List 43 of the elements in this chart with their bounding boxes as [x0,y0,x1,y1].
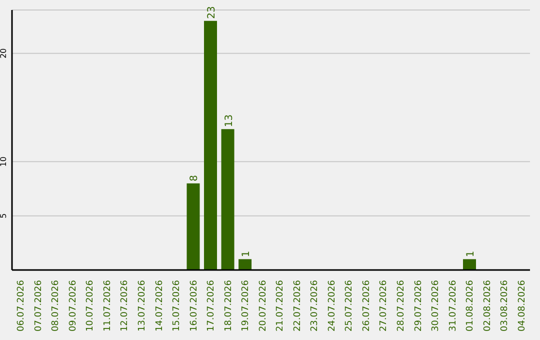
bar [204,20,218,270]
bar [463,259,476,270]
x-tick-label: 06.07.2026 [16,280,27,332]
x-tick-label: 01.08.2026 [466,280,476,332]
bar [238,259,252,270]
x-tick-label: 24.07.2026 [327,280,338,332]
data-label: 8 [189,174,200,182]
x-tick-label: 13.07.2026 [138,280,148,332]
x-tick-label: 22.07.2026 [292,280,303,332]
x-tick-label: 16.07.2026 [189,280,200,332]
x-tick-label: 20.07.2026 [258,280,268,332]
x-tick-label: 09.07.2026 [68,280,78,332]
x-tick-label: 15.07.2026 [172,280,182,332]
data-label: 23 [206,6,218,19]
x-tick-label: 04.08.2026 [517,280,528,332]
x-tick-label: 07.07.2026 [34,280,44,332]
bar [221,129,234,270]
y-tick-label: 10 [0,156,8,167]
x-tick-label: 28.07.2026 [396,280,406,332]
data-label: 1 [241,250,252,258]
data-label: 13 [224,114,235,128]
x-tick-label: 21.07.2026 [276,280,286,332]
x-tick-label: 30.07.2026 [431,280,442,332]
x-tick-label: 17.07.2026 [206,280,217,332]
x-tick-label: 19.07.2026 [241,280,252,332]
x-tick-label: 08.07.2026 [51,280,62,332]
x-tick-label: 25.07.2026 [344,280,355,332]
x-tick-label: 03.08.2026 [500,280,510,332]
bar [186,183,200,270]
x-tick-label: 14.07.2026 [154,280,165,332]
y-tick-label: 20 [0,48,8,58]
x-tick-label: 10.07.2026 [86,280,96,332]
y-tick-label: 5 [0,213,8,218]
x-tick-label: 26.07.2026 [362,280,372,332]
x-tick-label: 11.07.2026 [102,280,113,332]
x-tick-label: 29.07.2026 [414,280,424,332]
x-tick-label: 31.07.2026 [448,280,458,332]
x-tick-label: 27.07.2026 [379,280,390,332]
x-tick-label: 12.07.2026 [120,280,130,332]
x-tick-label: 23.07.2026 [310,280,320,332]
data-label: 1 [466,250,477,258]
x-tick-label: 02.08.2026 [482,280,493,332]
x-tick-label: 18.07.2026 [224,280,234,332]
